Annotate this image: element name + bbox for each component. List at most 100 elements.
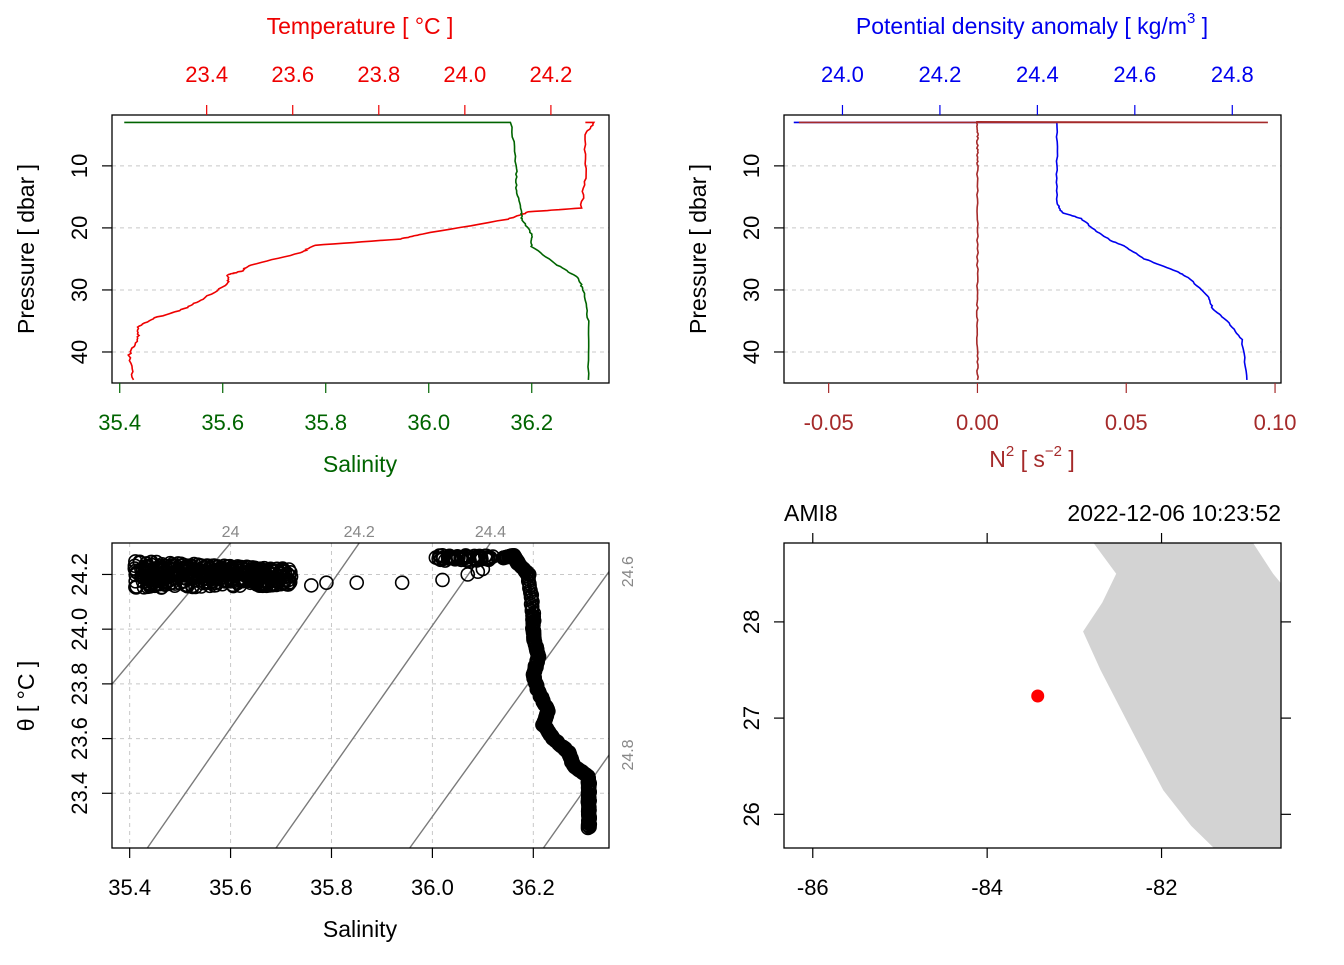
temperature-axis-tick-label-4: 24.2 <box>529 62 572 87</box>
ts-point-surface-385 <box>266 563 281 579</box>
ts-point-surface-405 <box>247 560 263 576</box>
isopycnal-labels: 24 24.2 24.4 24.6 24.8 <box>222 524 637 771</box>
station-map-panel: -86 -84 -82 26 27 28 AMI8 2022-12-06 10:23:52 <box>739 500 1291 900</box>
ts-point-gap-2 <box>349 575 365 590</box>
ts-point-surface-384 <box>127 558 143 574</box>
ts-point-deep-305 <box>580 820 596 836</box>
ts-point-surface-400 <box>197 575 213 590</box>
ts-point-gap-4 <box>435 572 450 588</box>
ts-diagram-frame <box>111 542 610 849</box>
ts-profile-axes: 35.4 35.6 35.8 36.0 36.2 23.4 23.6 23.8 24.0 24.2… <box>67 62 572 435</box>
n2-axis-title-end: ] <box>1062 446 1075 472</box>
pressure-axis-2-tick-label-0: 10 <box>739 154 764 178</box>
n2-axis-title-unit: [ s <box>1014 446 1045 472</box>
pressure-axis-title: Pressure [ dbar ] <box>13 164 39 334</box>
isopycnal-label-3: 24.6 <box>620 556 637 587</box>
salinity-axis-tick-label-1: 35.6 <box>201 410 244 435</box>
ts-profile-grid <box>112 165 609 353</box>
temperature-axis-tick-label-1: 23.6 <box>271 62 314 87</box>
salinity-axis-tick-label-2: 35.8 <box>304 410 347 435</box>
latitude-axis-tick-label-1: 27 <box>739 706 764 730</box>
pressure-axis-2-tick-label-2: 30 <box>739 278 764 302</box>
station-datetime: 2022-12-06 10:23:52 <box>1067 500 1281 526</box>
land-polygon <box>1083 543 1281 848</box>
pressure-axis-tick-label-1: 20 <box>67 216 92 240</box>
ts-salinity-axis-tick-label-4: 36.2 <box>512 875 555 900</box>
ts-point-surface-414 <box>147 571 163 586</box>
temperature-axis-tick-label-0: 23.4 <box>185 62 228 87</box>
salinity-profile-line <box>124 121 590 380</box>
ts-point-surface-396 <box>132 554 148 570</box>
n2-axis-tick-label-2: 0.05 <box>1105 410 1148 435</box>
isopycnal-label-2: 24.4 <box>475 524 506 541</box>
isopycnal-label-4: 24.8 <box>620 739 637 770</box>
ts-point-surface-395 <box>157 561 172 577</box>
isopycnal-line-1 <box>146 543 360 848</box>
longitude-axis-tick-label-1: -84 <box>971 875 1003 900</box>
n2-axis-title-unit-sup: −2 <box>1045 443 1062 460</box>
pressure-axis-tick-label-2: 30 <box>67 278 92 302</box>
ts-point-surface-382 <box>283 565 298 580</box>
latitude-axis-tick-label-0: 26 <box>739 802 764 826</box>
ts-salinity-axis-tick-label-2: 35.8 <box>310 875 353 900</box>
temperature-axis-title: Temperature [ °C ] <box>267 13 454 39</box>
ts-diagram-axes: 35.4 35.6 35.8 36.0 36.2 23.4 23.6 23.8 24.0 24.2 <box>67 553 555 900</box>
theta-axis-tick-label-3: 24.0 <box>67 608 92 651</box>
density-profile-panel: -0.05 0.00 0.05 0.10 24.0 24.2 24.4 24.6 24.8 10 2… <box>685 10 1296 472</box>
theta-axis-tick-label-0: 23.4 <box>67 772 92 815</box>
density-axis-title-main: Potential density anomaly [ kg/m <box>856 13 1187 39</box>
ts-point-gap-1 <box>319 575 334 590</box>
pressure-axis-tick-label-0: 10 <box>67 154 92 178</box>
pressure-axis-title-2: Pressure [ dbar ] <box>685 164 711 334</box>
ts-point-surface-409 <box>186 556 202 572</box>
density-axis-tick-label-1: 24.2 <box>919 62 962 87</box>
longitude-axis-tick-label-0: -86 <box>797 875 829 900</box>
pressure-axis-tick-label-3: 40 <box>67 340 92 364</box>
ts-salinity-axis-tick-label-3: 36.0 <box>411 875 454 900</box>
salinity-axis-tick-label-4: 36.2 <box>510 410 553 435</box>
salinity-axis-tick-label-0: 35.4 <box>98 410 141 435</box>
latitude-axis-tick-label-2: 28 <box>739 610 764 634</box>
ts-point-surface-404 <box>179 577 195 593</box>
ts-point-surface-419 <box>135 563 151 578</box>
station-name: AMI8 <box>784 500 838 526</box>
density-axis-tick-label-3: 24.6 <box>1113 62 1156 87</box>
ts-points <box>127 548 598 836</box>
density-profile-frame <box>783 114 1282 384</box>
ts-point-surface-415 <box>147 578 163 594</box>
density-axis-title-sup: 3 <box>1187 10 1195 27</box>
ts-point-surface-389 <box>274 562 290 578</box>
ts-point-gap-5 <box>460 567 476 582</box>
ts-point-surface-416 <box>188 579 203 595</box>
density-axis-tick-label-4: 24.8 <box>1211 62 1254 87</box>
theta-axis-tick-label-4: 24.2 <box>67 553 92 596</box>
density-profile-series <box>793 121 1268 381</box>
station-map-frame <box>783 542 1282 849</box>
ts-diagram-panel: 35.4 35.6 35.8 36.0 36.2 23.4 23.6 23.8 24.0 24.2… <box>13 524 637 942</box>
ts-point-surface-413 <box>266 576 281 591</box>
station-map-axes: -86 -84 -82 26 27 28 <box>739 533 1291 900</box>
ts-point-surface-410 <box>200 566 216 582</box>
theta-axis-tick-label-2: 23.8 <box>67 662 92 705</box>
ts-point-surface-411 <box>177 568 193 583</box>
ts-profile-series <box>124 121 596 381</box>
ts-point-upper-49 <box>435 550 450 566</box>
ts-point-deep-62 <box>523 585 538 600</box>
station-marker-group <box>1031 689 1045 703</box>
ts-point-surface-387 <box>205 573 221 589</box>
pressure-axis-2-tick-label-1: 20 <box>739 216 764 240</box>
density-profile-grid <box>784 165 1281 353</box>
station-marker <box>1031 689 1045 703</box>
temperature-axis-tick-label-2: 23.8 <box>357 62 400 87</box>
isopycnal-line-2 <box>275 543 491 848</box>
density-profile-axes: -0.05 0.00 0.05 0.10 24.0 24.2 24.4 24.6 24.8 10 2… <box>739 62 1296 435</box>
isopycnal-label-0: 24 <box>222 524 240 541</box>
ts-point-surface-408 <box>153 558 169 574</box>
salinity-axis-title: Salinity <box>323 451 398 477</box>
temperature-axis-tick-label-3: 24.0 <box>443 62 486 87</box>
n2-axis-tick-label-1: 0.00 <box>956 410 999 435</box>
density-profile-line <box>793 121 1248 380</box>
isopycnal-line-4 <box>542 754 609 848</box>
temperature-profile-line <box>127 121 596 381</box>
